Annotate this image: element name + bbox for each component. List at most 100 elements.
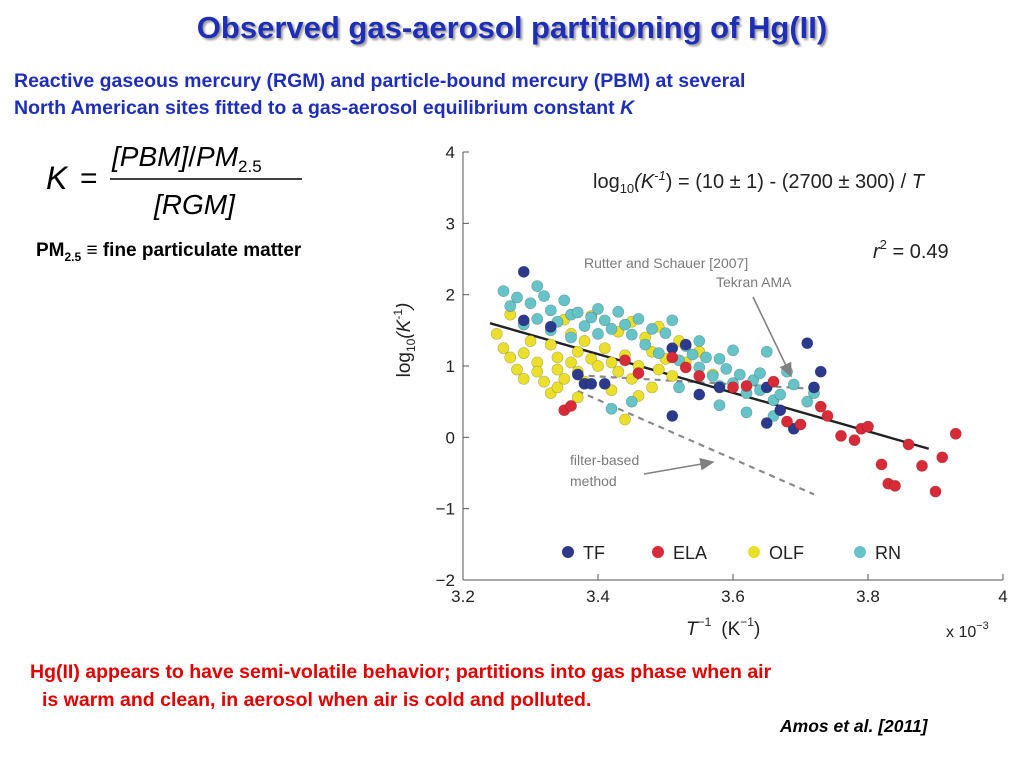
- data-point-rn: [693, 335, 706, 347]
- data-point-ela: [693, 370, 706, 382]
- legend-label-ela: ELA: [673, 543, 707, 563]
- data-point-rn: [625, 328, 638, 341]
- equation-numerator: [PBM]/PM2.5: [111, 141, 262, 176]
- data-point-olf: [565, 356, 577, 369]
- x-axis-scale-sup: −3: [976, 620, 989, 632]
- conclusion-line-1: Hg(II) appears to have semi-volatile beh…: [30, 661, 772, 683]
- data-point-olf: [538, 375, 550, 388]
- data-point-olf: [646, 381, 658, 394]
- r-squared-sup: 2: [880, 237, 887, 252]
- legend-marker-tf: [562, 546, 574, 558]
- data-point-olf: [666, 370, 679, 382]
- chart-legend: TF ELA OLF RN: [562, 543, 901, 563]
- data-point-rn: [605, 323, 618, 335]
- data-point-olf: [551, 363, 564, 376]
- y-axis-label-sub: 10: [404, 338, 418, 352]
- data-point-olf: [598, 342, 611, 355]
- data-point-rn: [592, 327, 604, 340]
- data-point-rn: [511, 291, 523, 304]
- data-point-ela: [949, 427, 962, 440]
- x-axis-label-unit: (K: [721, 619, 740, 640]
- data-point-rn: [592, 303, 604, 315]
- chart-points: [490, 265, 962, 498]
- data-point-olf: [517, 372, 530, 385]
- legend-marker-ela: [652, 546, 664, 558]
- r-squared-r: r: [873, 241, 881, 263]
- x-tick-label: 3.6: [721, 587, 745, 606]
- data-point-tf: [760, 417, 773, 429]
- data-point-rn: [706, 370, 719, 382]
- data-point-rn: [774, 388, 787, 401]
- annotation-filter-line-2: method: [570, 473, 617, 489]
- data-point-ela: [632, 367, 645, 380]
- data-point-rn: [720, 362, 733, 375]
- x-axis-label-t: T: [686, 619, 699, 640]
- legend-marker-rn: [854, 546, 866, 558]
- y-axis-label-k: (K: [394, 318, 415, 338]
- data-point-rn: [659, 327, 672, 340]
- data-point-olf: [504, 351, 517, 364]
- data-point-rn: [544, 304, 557, 317]
- data-point-ela: [666, 351, 679, 364]
- data-point-rn: [727, 344, 739, 357]
- data-point-rn: [760, 345, 773, 358]
- pm-definition-pm: PM: [36, 240, 65, 261]
- citation: Amos et al. [2011]: [780, 716, 928, 736]
- data-point-rn: [639, 338, 652, 351]
- fit-equation-sub: 10: [620, 181, 634, 196]
- data-point-olf: [571, 345, 584, 358]
- data-point-olf: [544, 338, 557, 351]
- data-point-ela: [565, 400, 577, 412]
- data-point-ela: [781, 415, 793, 428]
- data-point-olf: [517, 347, 530, 360]
- data-point-olf: [551, 351, 564, 364]
- data-point-rn: [666, 314, 679, 327]
- y-tick-label: −1: [436, 500, 455, 519]
- equation-denominator: [RGM]: [153, 189, 236, 220]
- x-tick-label: 3.8: [856, 587, 880, 606]
- subtitle-line-1: Reactive gaseous mercury (RGM) and parti…: [14, 70, 746, 92]
- x-tick-label: 3.4: [586, 587, 610, 606]
- data-point-tf: [585, 377, 598, 390]
- pm-definition-text: ≡ fine particulate matter: [81, 240, 302, 261]
- x-axis-scale: x 10−3: [946, 620, 989, 641]
- data-point-rn: [585, 311, 598, 324]
- data-point-olf: [571, 391, 584, 404]
- data-point-tf: [774, 404, 787, 417]
- data-point-rn: [625, 395, 638, 408]
- fit-equation-rest: ) = (10 ± 1) - (2700 ± 300) /: [666, 171, 912, 193]
- y-tick-label: 1: [446, 357, 455, 376]
- equation-slash: /: [188, 141, 196, 172]
- data-point-tf: [814, 365, 827, 378]
- fit-equation-sup: -1: [654, 168, 666, 183]
- data-point-rn: [740, 406, 753, 419]
- x-axis-label-unit-sup: −1: [740, 615, 754, 629]
- data-point-rn: [531, 280, 544, 293]
- y-tick-label: 4: [446, 143, 455, 162]
- data-point-rn: [598, 314, 611, 327]
- data-point-ela: [875, 458, 888, 471]
- equation-equals: =: [80, 162, 98, 195]
- data-point-tf: [544, 320, 557, 333]
- data-point-olf: [592, 360, 604, 372]
- data-point-rn: [571, 306, 584, 319]
- data-point-olf: [585, 352, 598, 365]
- data-point-olf: [612, 365, 625, 378]
- data-point-olf: [531, 365, 544, 378]
- data-point-rn: [652, 347, 665, 360]
- data-point-rn: [632, 313, 645, 325]
- y-axis-label: log10(K-1): [391, 303, 418, 378]
- data-point-ela: [848, 434, 861, 447]
- data-point-ela: [929, 485, 942, 498]
- data-point-rn: [733, 368, 746, 381]
- slide-title: Observed gas-aerosol partitioning of Hg(…: [196, 10, 828, 45]
- fit-equation-log: log: [593, 171, 620, 193]
- data-point-ela: [821, 410, 834, 422]
- data-point-tf: [517, 265, 530, 278]
- data-point-rn: [713, 352, 726, 365]
- conclusion-line-2: is warm and clean, in aerosol when air i…: [42, 689, 592, 711]
- annotation-tekran: Tekran AMA: [716, 274, 792, 290]
- data-point-tf: [666, 410, 679, 422]
- legend-marker-olf: [748, 546, 760, 558]
